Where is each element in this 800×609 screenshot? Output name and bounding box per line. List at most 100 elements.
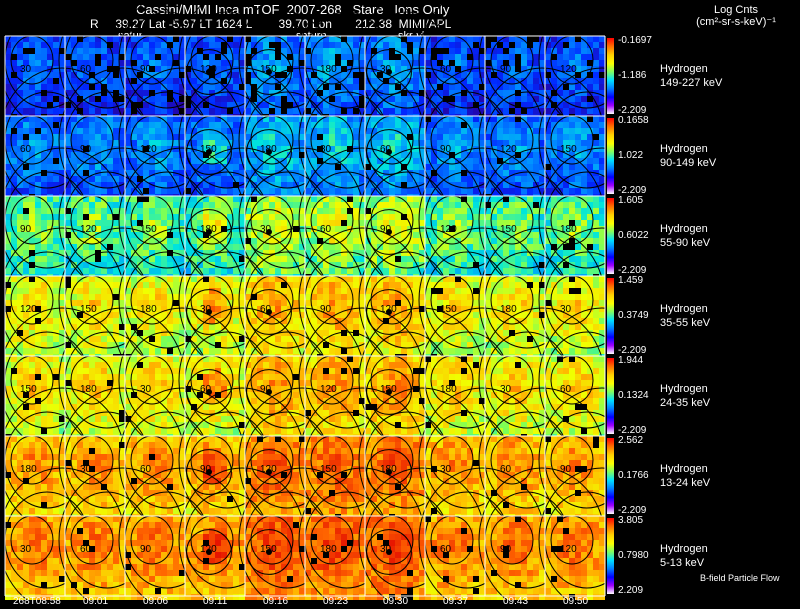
heatmap-cell [581, 134, 587, 140]
heatmap-cell [95, 244, 101, 250]
heatmap-cell [161, 78, 167, 84]
heatmap-cell [287, 36, 293, 42]
heatmap-cell [317, 152, 323, 158]
heatmap-cell [521, 122, 527, 128]
heatmap-cell [149, 282, 155, 288]
heatmap-cell [161, 250, 167, 256]
heatmap-cell [107, 36, 113, 42]
heatmap-cell [407, 152, 413, 158]
heatmap-cell [473, 202, 479, 208]
heatmap-cell [485, 60, 491, 66]
contour-label: 90 [440, 144, 452, 155]
heatmap-cell [209, 116, 215, 122]
heatmap-cell [377, 226, 383, 232]
heatmap-cell [323, 208, 329, 214]
heatmap-cell [239, 176, 245, 182]
heatmap-cell [23, 146, 29, 152]
heatmap-cell [539, 170, 545, 176]
heatmap-cell [77, 60, 83, 66]
heatmap-cell [581, 54, 587, 60]
heatmap-cell [479, 66, 485, 72]
heatmap-cell [5, 108, 11, 114]
heatmap-cell [299, 208, 305, 214]
heatmap-cell [191, 116, 197, 122]
heatmap-cell [329, 60, 335, 66]
heatmap-cell [587, 36, 593, 42]
heatmap-cell [467, 116, 473, 122]
heatmap-cell [443, 42, 449, 48]
heatmap-cell [29, 238, 35, 244]
heatmap-cell [509, 146, 515, 152]
heatmap-cell [239, 84, 245, 90]
heatmap-cell [11, 208, 17, 214]
heatmap-cell [569, 196, 575, 202]
heatmap-cell [95, 152, 101, 158]
heatmap-cell [185, 262, 191, 268]
heatmap-cell [473, 72, 479, 78]
heatmap-cell [137, 102, 143, 108]
heatmap-cell [143, 324, 149, 330]
heatmap-cell [89, 66, 95, 72]
heatmap-cell [143, 152, 149, 158]
heatmap-cell [359, 268, 365, 274]
heatmap-cell [47, 214, 53, 220]
heatmap-cell [431, 244, 437, 250]
heatmap-cell [467, 140, 473, 146]
heatmap-cell [317, 90, 323, 96]
heatmap-cell [221, 348, 227, 354]
heatmap-cell [161, 152, 167, 158]
heatmap-cell [569, 108, 575, 114]
heatmap-cell [155, 214, 161, 220]
heatmap-cell [515, 96, 521, 102]
heatmap-cell [545, 122, 551, 128]
heatmap-cell [455, 182, 461, 188]
heatmap-cell [401, 134, 407, 140]
heatmap-cell [59, 244, 65, 250]
heatmap-cell [191, 152, 197, 158]
heatmap-cell [47, 330, 53, 336]
heatmap-cell [203, 140, 209, 146]
heatmap-cell [155, 66, 161, 72]
heatmap-cell [251, 128, 257, 134]
heatmap-cell [575, 146, 581, 152]
heatmap-cell [239, 214, 245, 220]
heatmap-cell [107, 256, 113, 262]
heatmap-cell [557, 42, 563, 48]
heatmap-cell [209, 318, 215, 324]
heatmap-cell [107, 84, 113, 90]
heatmap-cell [473, 146, 479, 152]
heatmap-cell [341, 256, 347, 262]
heatmap-cell [185, 48, 191, 54]
heatmap-cell [119, 170, 125, 176]
heatmap-cell [539, 152, 545, 158]
heatmap-cell [221, 250, 227, 256]
heatmap-cell [119, 134, 125, 140]
heatmap-cell [419, 122, 425, 128]
heatmap-cell [293, 244, 299, 250]
heatmap-cell [563, 152, 569, 158]
heatmap-cell [329, 250, 335, 256]
heatmap-cell [311, 60, 317, 66]
heatmap-cell [359, 108, 365, 114]
heatmap-cell [179, 244, 185, 250]
heatmap-cell [515, 140, 521, 146]
heatmap-cell [53, 214, 59, 220]
heatmap-cell [89, 250, 95, 256]
heatmap-cell [113, 48, 119, 54]
heatmap-cell [83, 214, 89, 220]
heatmap-cell [53, 164, 59, 170]
heatmap-cell [383, 176, 389, 182]
heatmap-cell [215, 66, 221, 72]
heatmap-cell [143, 164, 149, 170]
heatmap-cell [317, 146, 323, 152]
heatmap-cell [245, 48, 251, 54]
heatmap-cell [221, 108, 227, 114]
heatmap-cell [179, 108, 185, 114]
contour-label: 120 [80, 224, 97, 235]
heatmap-cell [65, 202, 71, 208]
heatmap-cell [5, 220, 11, 226]
heatmap-cell [215, 84, 221, 90]
heatmap-cell [401, 96, 407, 102]
heatmap-cell [197, 140, 203, 146]
heatmap-cell [317, 140, 323, 146]
